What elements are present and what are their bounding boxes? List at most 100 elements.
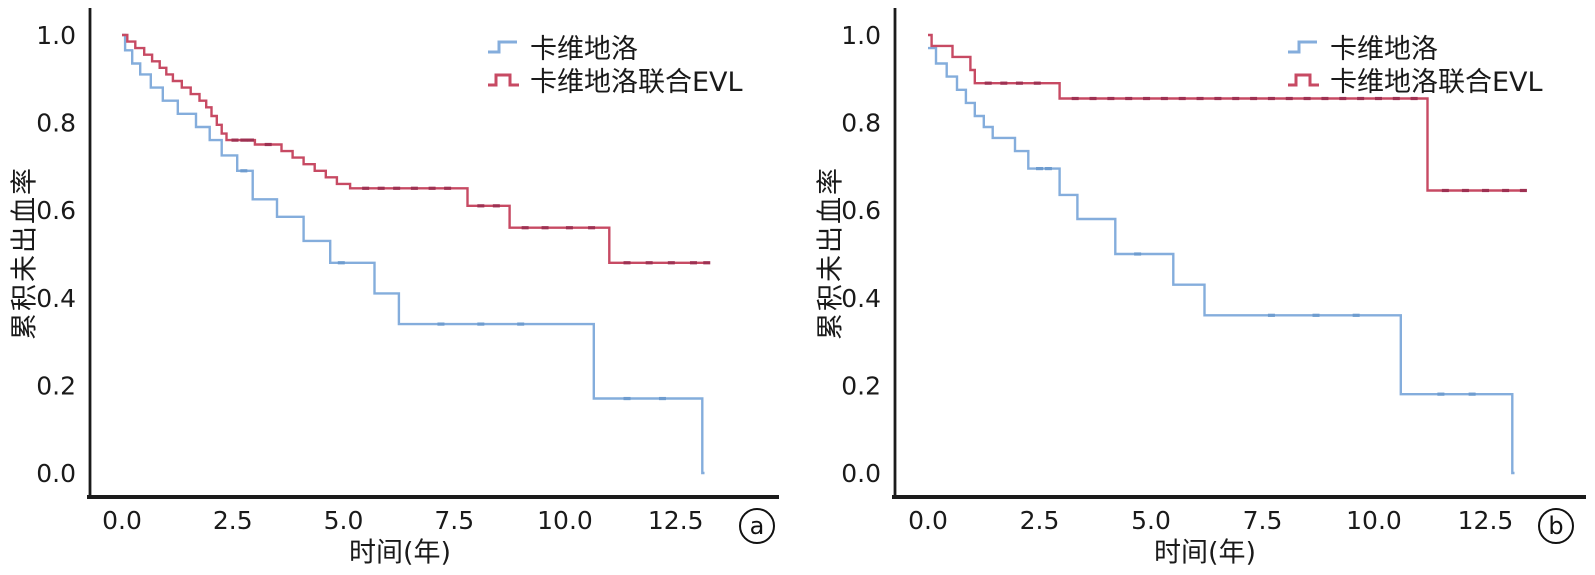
censor-mark bbox=[1015, 81, 1023, 85]
censor-mark bbox=[1089, 96, 1097, 101]
censor-mark bbox=[984, 81, 992, 85]
censor-mark bbox=[588, 226, 596, 230]
censor-mark bbox=[1410, 96, 1418, 101]
legend-label: 卡维地洛 bbox=[1330, 34, 1438, 65]
x-tick-label: 2.5 bbox=[213, 506, 253, 535]
legend-step-glyph bbox=[1288, 73, 1319, 86]
legend-label: 卡维地洛联合EVL bbox=[530, 67, 743, 98]
x-tick-label: 12.5 bbox=[648, 506, 704, 535]
censor-mark bbox=[410, 186, 418, 190]
censor-mark bbox=[1437, 392, 1445, 396]
censor-mark bbox=[264, 142, 272, 147]
censor-mark bbox=[1461, 188, 1469, 193]
y-axis-label-a: 累积未出血率 bbox=[9, 166, 41, 340]
x-tick-label: 12.5 bbox=[1458, 506, 1514, 535]
censor-mark bbox=[645, 261, 653, 265]
x-tick-label: 10.0 bbox=[537, 506, 593, 535]
censor-mark bbox=[1267, 313, 1275, 317]
censor-mark bbox=[492, 204, 500, 208]
y-tick-label: 1.0 bbox=[841, 21, 881, 50]
x-tick-label: 7.5 bbox=[434, 506, 474, 535]
y-tick-label: 0.6 bbox=[841, 196, 881, 225]
censor-mark bbox=[1482, 188, 1489, 193]
censor-mark bbox=[1071, 96, 1079, 101]
y-tick-label: 0.6 bbox=[36, 196, 76, 225]
censor-mark bbox=[1441, 188, 1449, 193]
y-tick-label: 0.2 bbox=[841, 371, 881, 400]
censor-mark bbox=[1392, 96, 1400, 101]
censor-mark bbox=[1143, 96, 1151, 101]
censor-mark bbox=[1125, 96, 1133, 101]
censor-mark bbox=[240, 169, 248, 173]
km-curve-carvedilol-evl bbox=[122, 33, 709, 264]
censor-mark bbox=[1312, 313, 1320, 317]
censor-mark bbox=[1502, 188, 1510, 193]
censor-mark bbox=[1160, 96, 1168, 101]
censor-mark bbox=[1000, 81, 1008, 85]
legend-step-glyph bbox=[1288, 40, 1317, 53]
km-curve-carvedilol-evl bbox=[928, 33, 1526, 192]
censor-mark bbox=[517, 322, 525, 326]
y-axis-label-b: 累积未出血率 bbox=[815, 166, 847, 340]
legend-label: 卡维地洛 bbox=[530, 34, 638, 65]
censor-mark bbox=[246, 138, 254, 142]
censor-mark bbox=[444, 186, 452, 190]
censor-mark bbox=[541, 226, 549, 230]
censor-mark bbox=[703, 261, 711, 265]
km-panel-b: 0.0 2.5 5.0 7.5 10.0 12.5 1.0 0.8 0.6 0.4 0.2 0.0 bbox=[841, 8, 1586, 535]
censor-mark bbox=[1285, 96, 1293, 101]
y-tick-label: 1.0 bbox=[36, 21, 76, 50]
x-tick-label: 0.0 bbox=[102, 506, 142, 535]
censor-mark bbox=[1267, 96, 1275, 101]
x-tick-label: 10.0 bbox=[1346, 506, 1402, 535]
km-curve-carvedilol bbox=[122, 33, 705, 475]
censor-mark bbox=[521, 226, 529, 230]
legend-item-carvedilol: 卡维地洛 bbox=[486, 31, 743, 65]
legend-a: 卡维地洛 卡维地洛联合EVL bbox=[486, 31, 743, 98]
km-curve-carvedilol bbox=[928, 46, 1515, 475]
censor-mark bbox=[377, 186, 385, 190]
censor-mark bbox=[623, 396, 631, 401]
panel-letter-b-badge: b bbox=[1538, 508, 1574, 544]
censor-mark bbox=[1196, 96, 1204, 101]
x-axis-label-b: 时间(年) bbox=[1153, 537, 1257, 569]
y-tick-label: 0.4 bbox=[36, 284, 76, 313]
x-axis-label-a: 时间(年) bbox=[348, 537, 452, 569]
censor-mark bbox=[362, 186, 370, 190]
censor-mark bbox=[1033, 81, 1041, 85]
censor-mark bbox=[623, 261, 631, 265]
censor-mark bbox=[1134, 252, 1142, 256]
x-tick-label: 5.0 bbox=[1131, 506, 1171, 535]
censor-mark bbox=[1107, 96, 1115, 101]
censor-mark bbox=[667, 261, 675, 265]
step-line-icon bbox=[1288, 73, 1319, 86]
step-line-icon bbox=[488, 40, 517, 53]
step-line-icon bbox=[1288, 40, 1317, 53]
censor-mark bbox=[1214, 96, 1222, 101]
y-tick-label: 0.2 bbox=[36, 371, 76, 400]
censor-mark bbox=[1178, 96, 1186, 101]
legend-b: 卡维地洛 卡维地洛联合EVL bbox=[1286, 31, 1543, 98]
step-line-icon bbox=[488, 73, 519, 86]
censor-mark bbox=[437, 322, 445, 326]
x-tick-label: 5.0 bbox=[324, 506, 364, 535]
censor-mark bbox=[1044, 166, 1052, 171]
censor-mark bbox=[393, 186, 401, 190]
y-tick-label: 0.0 bbox=[841, 459, 881, 488]
censor-mark bbox=[1250, 96, 1258, 101]
y-tick-label: 0.8 bbox=[36, 109, 76, 138]
legend-step-glyph bbox=[488, 40, 517, 53]
y-tick-label: 0.8 bbox=[841, 109, 881, 138]
censor-mark bbox=[477, 322, 485, 326]
censor-mark bbox=[1468, 392, 1476, 396]
y-tick-label: 0.0 bbox=[36, 459, 76, 488]
censor-mark bbox=[689, 261, 697, 265]
censor-mark bbox=[1374, 96, 1382, 101]
censor-mark bbox=[1357, 96, 1365, 101]
censor-mark bbox=[231, 138, 239, 142]
legend-item-carvedilol: 卡维地洛 bbox=[1286, 31, 1543, 65]
km-panel-a: 0.0 2.5 5.0 7.5 10.0 12.5 1.0 0.8 0.6 0.4 0.2 0.0 bbox=[36, 8, 779, 535]
censor-mark bbox=[1232, 96, 1240, 101]
